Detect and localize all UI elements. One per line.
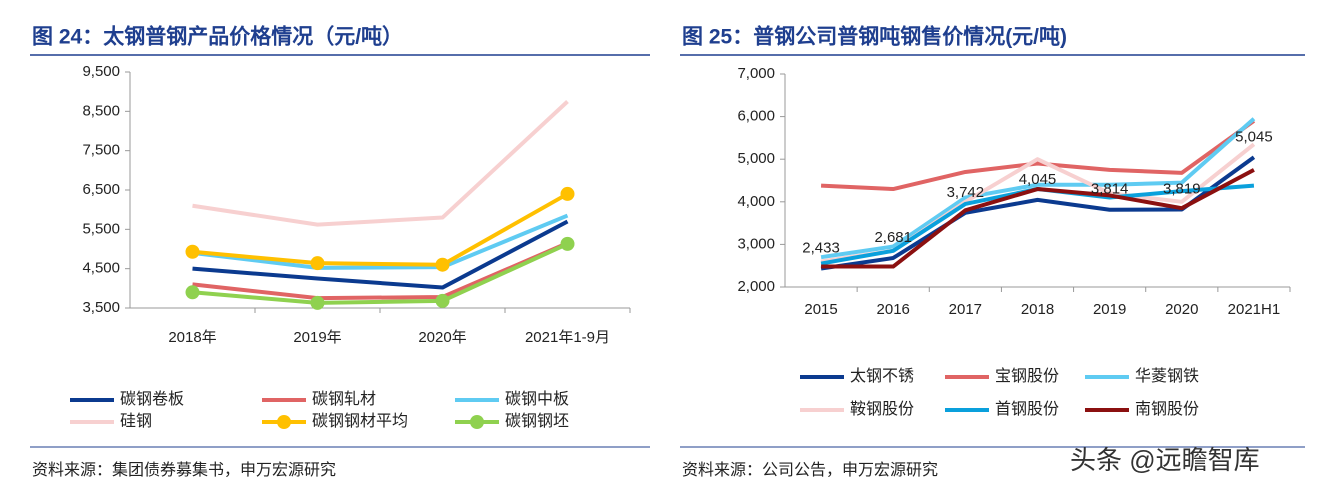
x-tick-label: 2021年1-9月 (525, 329, 610, 346)
x-tick-label: 2019年 (293, 329, 341, 346)
y-tick-label: 8,500 (82, 102, 120, 119)
legend-label: 太钢不锈 (850, 367, 914, 385)
x-tick-label: 2017 (949, 301, 982, 318)
y-tick-label: 5,500 (82, 220, 120, 237)
chart-title: 图 25：普钢公司普钢吨钢售价情况(元/吨) (682, 25, 1067, 49)
data-label: 3,742 (947, 184, 985, 201)
y-tick-label: 5,000 (737, 150, 775, 167)
series-line (820, 119, 1256, 192)
series-line (192, 219, 569, 290)
chart-title: 图 24：太钢普钢产品价格情况（元/吨） (32, 25, 403, 49)
watermark: 头条 @远瞻智库 (1070, 445, 1260, 475)
legend-label: 碳钢轧材 (312, 390, 376, 408)
y-tick-label: 3,500 (82, 299, 120, 316)
y-tick-label: 6,000 (737, 108, 775, 125)
series-line (192, 100, 569, 227)
point-marker (185, 244, 200, 259)
data-label: 3,819 (1163, 180, 1201, 197)
x-tick-label: 2020年 (418, 329, 466, 346)
data-label: 2,681 (874, 229, 912, 246)
y-tick-label: 2,000 (737, 278, 775, 295)
source-note: 资料来源：公司公告，申万宏源研究 (682, 461, 938, 479)
x-tick-label: 2020 (1165, 301, 1198, 318)
x-tick-label: 2021H1 (1228, 301, 1281, 318)
x-tick-label: 2018年 (168, 329, 216, 346)
legend-label: 碳钢钢材平均 (312, 412, 408, 430)
legend-label: 硅钢 (120, 412, 152, 430)
y-tick-label: 3,000 (737, 235, 775, 252)
x-tick-label: 2018 (1021, 301, 1054, 318)
series-line (192, 213, 569, 270)
point-marker (435, 293, 450, 308)
y-tick-label: 7,500 (82, 142, 120, 159)
data-label: 5,045 (1235, 128, 1273, 145)
x-tick-label: 2015 (804, 301, 837, 318)
data-label: 4,045 (1019, 171, 1057, 188)
legend-label: 宝钢股份 (995, 367, 1059, 385)
point-marker (310, 256, 325, 271)
x-tick-label: 2019 (1093, 301, 1126, 318)
y-tick-label: 6,500 (82, 181, 120, 198)
series-line (821, 168, 1255, 269)
legend-label: 华菱钢铁 (1135, 367, 1199, 385)
series-line (820, 117, 1256, 260)
x-tick-label: 2016 (877, 301, 910, 318)
legend-label: 鞍钢股份 (850, 400, 914, 418)
source-note: 资料来源：集团债券募集书，申万宏源研究 (32, 461, 336, 479)
legend-label: 首钢股份 (995, 400, 1059, 418)
point-marker (435, 257, 450, 272)
point-marker (560, 186, 575, 201)
y-tick-label: 4,500 (82, 260, 120, 277)
point-marker (310, 295, 325, 310)
legend-label: 南钢股份 (1135, 400, 1199, 418)
data-label: 3,814 (1091, 181, 1129, 198)
y-tick-label: 4,000 (737, 193, 775, 210)
legend-marker (277, 415, 291, 429)
y-tick-label: 9,500 (82, 63, 120, 80)
point-marker (185, 285, 200, 300)
legend-label: 碳钢中板 (505, 390, 569, 408)
data-label: 2,433 (802, 240, 840, 257)
legend-label: 碳钢卷板 (120, 390, 184, 408)
y-tick-label: 7,000 (737, 65, 775, 82)
point-marker (560, 236, 575, 251)
legend-marker (470, 415, 484, 429)
legend-label: 碳钢钢坯 (505, 412, 569, 430)
series-line (192, 192, 569, 267)
series-line (192, 242, 569, 305)
series-line (192, 241, 569, 301)
